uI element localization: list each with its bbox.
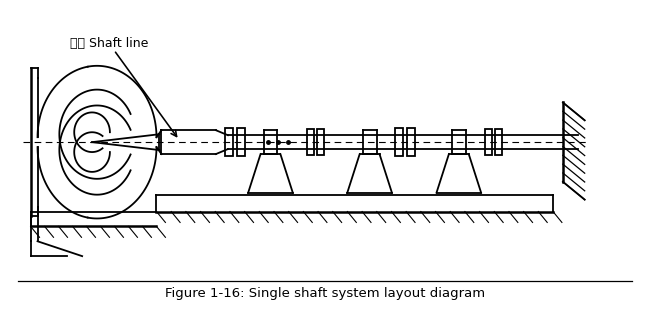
Text: 轴线 Shaft line: 轴线 Shaft line [70, 36, 149, 49]
Bar [225, 128, 233, 156]
Bar [495, 129, 502, 155]
Bar [395, 128, 403, 156]
Bar [317, 129, 324, 155]
Bar [485, 129, 492, 155]
Bar [408, 128, 415, 156]
Bar [237, 128, 244, 156]
Bar [307, 129, 313, 155]
Text: Figure 1-16: Single shaft system layout diagram: Figure 1-16: Single shaft system layout … [165, 287, 485, 300]
